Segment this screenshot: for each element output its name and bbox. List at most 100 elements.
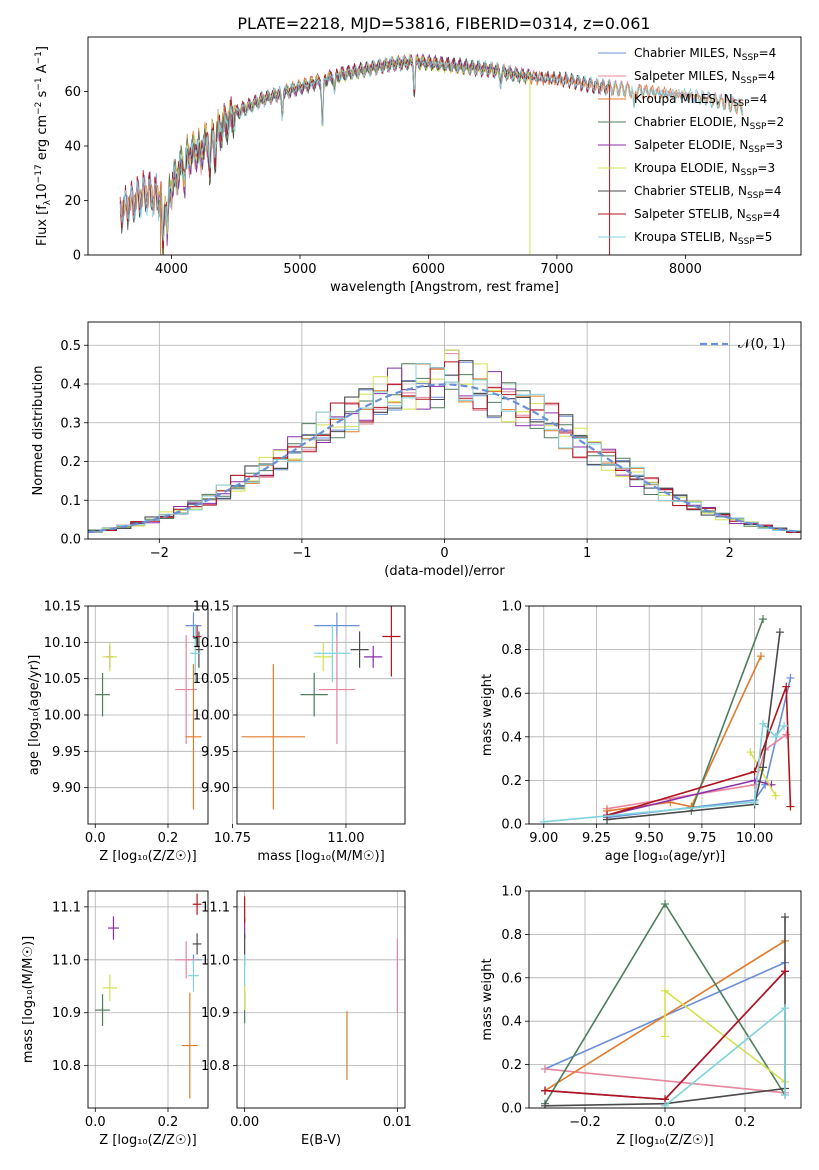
legend-text: Kroupa MILES, N bbox=[634, 92, 733, 106]
y-tick-label: 0.4 bbox=[60, 378, 81, 393]
axes-frame bbox=[528, 890, 802, 1109]
panel-spectrum: 4000 5000 6000 7000 8000 0 20 40 60 wavelength [A… bbox=[34, 36, 802, 295]
y-tick-label: 10.10 bbox=[193, 636, 230, 651]
x-tick-label: 11.00 bbox=[327, 831, 364, 846]
plot-area bbox=[541, 900, 789, 1108]
panel-age_vs_mass: 10.75 11.00 9.90 9.95 10.00 10.05 10.10 10.15 ma… bbox=[193, 600, 406, 864]
normal-reference-curve bbox=[88, 383, 801, 534]
x-tick-label: 0.2 bbox=[158, 1115, 179, 1130]
legend-text: Kroupa ELODIE, N bbox=[634, 161, 741, 175]
x-tick-label: −0.2 bbox=[569, 1115, 601, 1130]
legend-label: Kroupa STELIB, NSSP=5 bbox=[634, 230, 772, 247]
grid bbox=[529, 605, 801, 825]
y-tick-label: 10.15 bbox=[44, 600, 81, 615]
y-axis-label-part: s bbox=[35, 90, 50, 101]
panel-mass_vs_Z: 0.0 0.2 10.8 10.9 11.0 11.1 Z [log₁₀(Z/Z☉)] mas… bbox=[21, 890, 209, 1148]
y-axis-label-part: erg cm bbox=[35, 115, 50, 164]
x-tick-label: 1 bbox=[583, 546, 591, 561]
y-tick-label: 10.8 bbox=[201, 1059, 230, 1074]
legend-sub: SSP bbox=[741, 168, 758, 178]
spectrum-line bbox=[119, 55, 744, 242]
legend-label: 𝒩(0, 1) bbox=[738, 337, 785, 352]
legend-label: Salpeter ELODIE, NSSP=3 bbox=[634, 138, 783, 155]
legend-label: Chabrier STELIB, NSSP=4 bbox=[634, 184, 782, 201]
plot-area bbox=[241, 606, 401, 810]
y-tick-label: 0.6 bbox=[501, 687, 522, 702]
x-tick-label: 6000 bbox=[412, 262, 445, 277]
y-tick-label: 9.90 bbox=[52, 781, 81, 796]
panel-mw_vs_Z: −0.2 0.0 0.2 0.0 0.2 0.4 0.6 0.8 1.0 Z [log₁₀(Z/Z… bbox=[480, 885, 802, 1148]
legend: Chabrier MILES, NSSP=4 Salpeter MILES, NS… bbox=[598, 46, 784, 247]
legend-suffix: =4 bbox=[750, 92, 768, 106]
y-tick-label: 0.6 bbox=[501, 971, 522, 986]
y-axis-label-part: −2 bbox=[34, 102, 44, 115]
legend-suffix: =5 bbox=[755, 230, 773, 244]
y-tick-label: 10.00 bbox=[193, 709, 230, 724]
y-tick-label: 0.2 bbox=[501, 1058, 522, 1073]
x-tick-label: 9.00 bbox=[529, 831, 558, 846]
x-tick-label: 0.0 bbox=[85, 1115, 106, 1130]
y-tick-label: 1.0 bbox=[501, 600, 522, 615]
legend-label: Salpeter STELIB, NSSP=4 bbox=[634, 207, 780, 224]
y-tick-label: 0.1 bbox=[60, 494, 81, 509]
mass-weight-line bbox=[606, 686, 792, 817]
x-tick-label: 0.00 bbox=[230, 1115, 259, 1130]
y-axis-label-part: λ bbox=[43, 199, 53, 205]
axes-frame bbox=[236, 605, 406, 825]
x-axis-label: Z [log₁₀(Z/Z☉)] bbox=[99, 849, 196, 864]
histogram-step bbox=[88, 361, 801, 533]
axes-frame bbox=[236, 890, 406, 1109]
histogram-step bbox=[88, 360, 801, 533]
y-tick-label: 10.05 bbox=[44, 672, 81, 687]
y-axis-label-part: −17 bbox=[34, 164, 44, 183]
legend-suffix: =4 bbox=[763, 207, 781, 221]
x-tick-label: 2 bbox=[726, 546, 734, 561]
y-tick-label: 11.0 bbox=[201, 953, 230, 968]
plot-area bbox=[88, 349, 801, 534]
mass-weight-line bbox=[690, 618, 764, 812]
y-tick-label: 9.95 bbox=[201, 745, 230, 760]
y-tick-label: 0.8 bbox=[501, 643, 522, 658]
x-tick-label: 4000 bbox=[155, 262, 188, 277]
y-axis-label: mass weight bbox=[480, 958, 495, 1040]
y-tick-label: 10.8 bbox=[52, 1059, 81, 1074]
legend-label: Kroupa ELODIE, NSSP=3 bbox=[634, 161, 775, 178]
plot-area bbox=[95, 612, 204, 810]
y-tick-label: 9.95 bbox=[52, 745, 81, 760]
legend-sub: SSP bbox=[738, 237, 755, 247]
y-tick-label: 1.0 bbox=[501, 885, 522, 900]
x-tick-label: 10.75 bbox=[214, 831, 251, 846]
grid bbox=[237, 891, 405, 1108]
y-tick-label: 10.10 bbox=[44, 636, 81, 651]
legend-label: Chabrier MILES, NSSP=4 bbox=[634, 46, 776, 63]
y-axis-label: mass [log₁₀(M/M☉)] bbox=[21, 936, 36, 1063]
legend-label: Chabrier ELODIE, NSSP=2 bbox=[634, 115, 784, 132]
legend-label: Salpeter MILES, NSSP=4 bbox=[634, 69, 775, 86]
y-tick-label: 0.4 bbox=[501, 1015, 522, 1030]
mass-weight-line bbox=[606, 632, 781, 821]
y-axis-label-part: ] bbox=[35, 46, 50, 51]
x-tick-label: 0.2 bbox=[158, 831, 179, 846]
plot-area bbox=[539, 615, 795, 824]
y-axis-label-part: 10 bbox=[35, 183, 50, 200]
legend-text: Kroupa STELIB, N bbox=[634, 230, 738, 244]
x-tick-label: 9.75 bbox=[687, 831, 716, 846]
y-tick-label: 10.05 bbox=[193, 672, 230, 687]
y-tick-label: 0 bbox=[73, 249, 81, 264]
plot-area bbox=[244, 896, 398, 1080]
legend-text: Chabrier ELODIE, N bbox=[634, 115, 750, 129]
y-axis-label: Flux [fλ10−17 erg cm−2 s−1 A−1] bbox=[34, 46, 53, 246]
x-tick-label: 7000 bbox=[540, 262, 573, 277]
x-axis-label: mass [log₁₀(M/M☉)] bbox=[257, 849, 384, 864]
legend-sub: SSP bbox=[746, 214, 763, 224]
panel-age_vs_Z: 0.0 0.2 9.90 9.95 10.00 10.05 10.10 10.15 Z [log… bbox=[27, 600, 209, 864]
x-tick-label: 5000 bbox=[283, 262, 316, 277]
y-axis-label-part: −1 bbox=[34, 51, 44, 64]
y-tick-label: 0.0 bbox=[501, 1102, 522, 1117]
legend-sub: SSP bbox=[742, 53, 759, 63]
x-axis-label: E(B-V) bbox=[301, 1133, 341, 1148]
x-axis-label: age [log₁₀(age/yr)] bbox=[605, 849, 726, 864]
x-tick-label: 0.0 bbox=[85, 831, 106, 846]
legend-sub: SSP bbox=[750, 122, 767, 132]
legend-text: Salpeter ELODIE, N bbox=[634, 138, 748, 152]
